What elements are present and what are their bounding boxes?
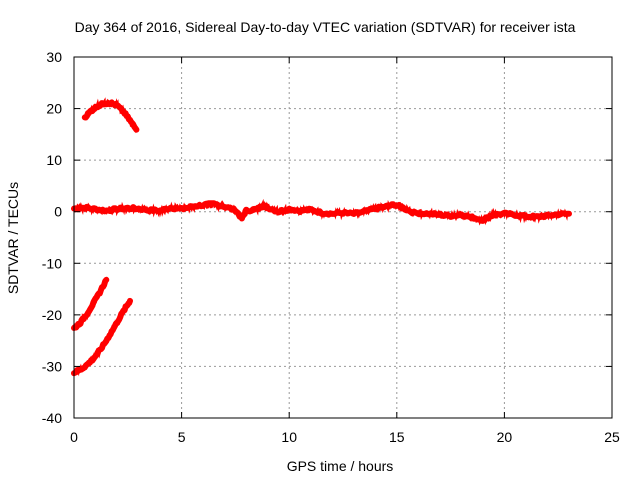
x-tick-label: 20 <box>497 429 513 445</box>
y-tick-label: 20 <box>46 101 62 117</box>
y-axis-label: SDTVAR / TECUs <box>5 182 21 294</box>
plot-frame <box>73 56 613 419</box>
chart-title: Day 364 of 2016, Sidereal Day-to-day VTE… <box>75 19 576 35</box>
series-noise-lower-arc-1 <box>72 280 108 331</box>
y-tick-label: 0 <box>54 204 62 220</box>
y-tick-label: -30 <box>42 358 62 374</box>
y-tick-label: -10 <box>42 255 62 271</box>
y-tick-label: 10 <box>46 152 62 168</box>
x-tick-label: 15 <box>389 429 405 445</box>
y-tick-label: 30 <box>46 49 62 65</box>
x-tick-label: 25 <box>604 429 620 445</box>
series-noise-main-band <box>72 198 570 226</box>
axis-ticks: 0 5 10 15 20 25 -40 -30 -20 -10 0 10 20 30 <box>42 49 620 445</box>
x-tick-label: 0 <box>70 429 78 445</box>
x-tick-label: 5 <box>178 429 186 445</box>
x-axis-label: GPS time / hours <box>287 458 394 474</box>
x-tick-label: 10 <box>281 429 297 445</box>
grid <box>74 57 612 418</box>
y-tick-label: -20 <box>42 307 62 323</box>
y-tick-label: -40 <box>42 410 62 426</box>
series-noise-lower-arc-2 <box>72 298 131 377</box>
data-series <box>71 97 572 377</box>
series-noise-upper-arc <box>83 97 138 134</box>
